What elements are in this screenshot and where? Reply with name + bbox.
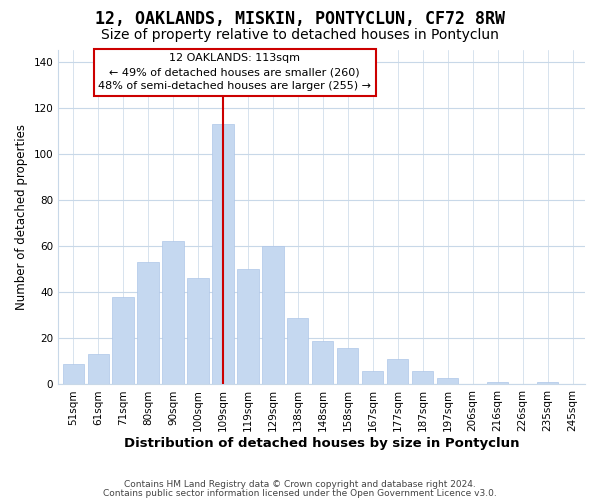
Text: 12 OAKLANDS: 113sqm
← 49% of detached houses are smaller (260)
48% of semi-detac: 12 OAKLANDS: 113sqm ← 49% of detached ho… <box>98 54 371 92</box>
Bar <box>362 370 383 384</box>
Bar <box>487 382 508 384</box>
Text: 12, OAKLANDS, MISKIN, PONTYCLUN, CF72 8RW: 12, OAKLANDS, MISKIN, PONTYCLUN, CF72 8R… <box>95 10 505 28</box>
Bar <box>537 382 558 384</box>
Bar <box>163 242 184 384</box>
Bar <box>387 359 409 384</box>
Bar <box>137 262 158 384</box>
Y-axis label: Number of detached properties: Number of detached properties <box>15 124 28 310</box>
Bar <box>412 370 433 384</box>
Bar <box>212 124 233 384</box>
Bar <box>262 246 284 384</box>
X-axis label: Distribution of detached houses by size in Pontyclun: Distribution of detached houses by size … <box>124 437 520 450</box>
Bar <box>238 269 259 384</box>
Bar <box>112 297 134 384</box>
Bar <box>88 354 109 384</box>
Bar <box>337 348 358 385</box>
Bar <box>312 340 334 384</box>
Bar <box>62 364 84 384</box>
Text: Size of property relative to detached houses in Pontyclun: Size of property relative to detached ho… <box>101 28 499 42</box>
Bar <box>437 378 458 384</box>
Bar <box>287 318 308 384</box>
Text: Contains public sector information licensed under the Open Government Licence v3: Contains public sector information licen… <box>103 488 497 498</box>
Bar <box>187 278 209 384</box>
Text: Contains HM Land Registry data © Crown copyright and database right 2024.: Contains HM Land Registry data © Crown c… <box>124 480 476 489</box>
